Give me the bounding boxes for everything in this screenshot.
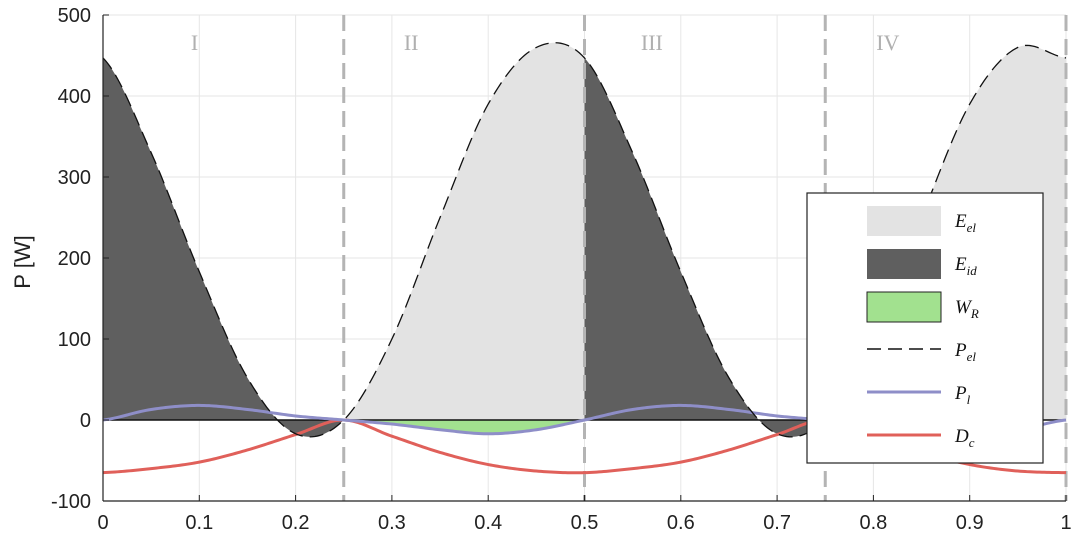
legend: Eel Eid WR Pel Pl Dc (806, 192, 1044, 464)
x-tick-label: 0.6 (667, 512, 695, 534)
y-tick-label: 300 (58, 167, 91, 189)
x-tick-label: 0.9 (956, 512, 984, 534)
legend-label-p-el: Pel (954, 340, 976, 364)
legend-box (806, 192, 1044, 464)
x-tick-label: 0.8 (859, 512, 887, 534)
legend-swatch-e-id (867, 249, 941, 279)
x-tick-label: 0 (97, 512, 108, 534)
y-tick-label: 200 (58, 248, 91, 270)
legend-swatch-w-r (866, 291, 942, 323)
x-tick-label: 0.5 (571, 512, 599, 534)
y-tick-label: 0 (80, 410, 91, 432)
area-e-id (584, 57, 826, 437)
legend-label-p-l: Pl (954, 383, 971, 407)
y-tick-label: 500 (58, 5, 91, 27)
x-tick-label: 0.2 (282, 512, 310, 534)
legend-label-e-el: Eel (954, 211, 976, 235)
y-tick-label: 100 (58, 329, 91, 351)
legend-label-w-r: WR (955, 297, 979, 321)
x-tick-label: 0.1 (185, 512, 213, 534)
y-tick-label: 400 (58, 86, 91, 108)
area-e-el (343, 42, 585, 420)
x-tick-label: 1 (1060, 512, 1071, 534)
region-label: II (404, 30, 419, 55)
region-labels: I II III IV (191, 30, 900, 55)
legend-label-d-c: Dc (954, 426, 975, 450)
region-label: III (641, 30, 663, 55)
axes: 0 0.1 0.2 0.3 0.4 0.5 0.6 0.7 0.8 0.9 1 -100 0 100 200… (51, 5, 1072, 534)
y-tick-label: -100 (51, 491, 91, 513)
region-label: IV (876, 30, 899, 55)
x-tick-label: 0.7 (763, 512, 791, 534)
legend-swatch-e-el (867, 206, 941, 236)
x-tick-label: 0.3 (378, 512, 406, 534)
region-label: I (191, 30, 198, 55)
legend-label-e-id: Eid (954, 254, 977, 278)
y-axis-label: P [W] (10, 235, 35, 288)
area-e-id (103, 57, 344, 437)
x-tick-label: 0.4 (474, 512, 502, 534)
